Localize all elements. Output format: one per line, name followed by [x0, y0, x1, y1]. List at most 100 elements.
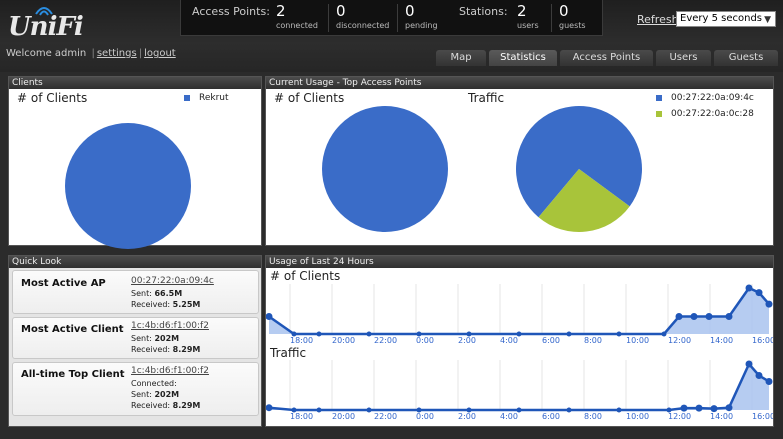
unifi-logo[interactable]: UniFi [8, 4, 84, 44]
received-label: Received: [131, 345, 171, 354]
alltime-top-client-card: All-time Top Client 1c:4b:d6:f1:00:f2 Co… [12, 362, 259, 416]
panel-title: Current Usage - Top Access Points [266, 77, 773, 89]
series-line [268, 361, 770, 412]
data-point[interactable] [291, 407, 297, 413]
legend-label: 00:27:22:0a:0c:28 [671, 109, 754, 119]
refresh-link[interactable]: Refresh [637, 13, 679, 26]
data-point[interactable] [705, 313, 713, 321]
received-value: 8.29M [172, 345, 201, 354]
clients-pie-chart [65, 123, 191, 249]
data-point[interactable] [466, 331, 472, 337]
traffic-24h-chart: 18:00 20:00 22:00 0:00 2:00 4:00 6:00 8:00 10:00… [266, 360, 773, 421]
x-tick-label: 0:00 [416, 336, 434, 345]
ap-disconnected-count: 0 [336, 2, 346, 20]
stations-guests-label: guests [559, 21, 586, 30]
data-point[interactable] [566, 407, 572, 413]
chart-label: # of Clients [274, 91, 345, 105]
data-point[interactable] [765, 300, 773, 308]
most-active-client-card: Most Active Client 1c:4b:d6:f1:00:f2 Sen… [12, 317, 259, 359]
data-point[interactable] [710, 405, 718, 413]
ap-pending-label: pending [405, 21, 438, 30]
ap-disconnected-label: disconnected [336, 21, 390, 30]
data-point[interactable] [516, 407, 522, 413]
data-point[interactable] [725, 313, 733, 321]
legend-swatch [656, 111, 662, 117]
data-point[interactable] [266, 404, 273, 412]
data-point[interactable] [695, 404, 703, 412]
x-tick-label: 12:00 [668, 336, 691, 345]
card-title: Most Active Client [21, 324, 124, 335]
x-tick-label: 14:00 [710, 412, 733, 421]
tab-guests[interactable]: Guests [714, 50, 778, 66]
data-point[interactable] [416, 407, 422, 413]
wifi-icon [35, 7, 53, 16]
legend-swatch [184, 95, 190, 101]
panel-title: Clients [9, 77, 261, 89]
settings-link[interactable]: settings [96, 48, 137, 59]
chart-label: Traffic [270, 346, 307, 360]
data-point[interactable] [366, 331, 372, 337]
clients-panel: Clients # of Clients Rekrut [8, 76, 262, 249]
chevron-down-icon: ▼ [764, 15, 771, 25]
data-point[interactable] [666, 407, 672, 413]
data-point[interactable] [566, 331, 572, 337]
x-tick-label: 16:00 [752, 336, 773, 345]
sent-label: Sent: [131, 390, 152, 399]
area-fill [269, 364, 769, 410]
x-tick-label: 6:00 [542, 336, 560, 345]
current-usage-panel: Current Usage - Top Access Points # of C… [265, 76, 774, 246]
data-point[interactable] [316, 407, 322, 413]
data-point[interactable] [755, 372, 763, 379]
received-line: Received: 5.25M [131, 300, 200, 309]
sent-label: Sent: [131, 334, 152, 343]
data-point[interactable] [680, 404, 688, 412]
data-point[interactable] [755, 289, 763, 297]
x-tick-label: 16:00 [752, 412, 773, 421]
data-point[interactable] [616, 331, 622, 337]
card-title: All-time Top Client [21, 369, 125, 380]
tab-statistics[interactable]: Statistics [489, 50, 557, 66]
data-point[interactable] [266, 313, 273, 321]
data-point[interactable] [661, 331, 667, 337]
x-tick-label: 6:00 [542, 412, 560, 421]
data-point[interactable] [291, 331, 297, 337]
welcome-text: Welcome admin [6, 48, 87, 59]
tab-map[interactable]: Map [436, 50, 486, 66]
quick-look-panel: Quick Look Most Active AP 00:27:22:0a:09… [8, 255, 262, 427]
data-point[interactable] [316, 331, 322, 337]
data-point[interactable] [466, 407, 472, 413]
stations-users-count: 2 [517, 2, 527, 20]
data-point[interactable] [725, 404, 733, 412]
x-tick-label: 8:00 [584, 336, 602, 345]
refresh-interval-select[interactable]: Every 5 seconds ▼ [676, 11, 776, 27]
client-mac-link[interactable]: 1c:4b:d6:f1:00:f2 [131, 366, 209, 376]
connected-label: Connected: [131, 379, 177, 388]
data-point[interactable] [516, 331, 522, 337]
area-fill [269, 288, 769, 334]
x-tick-label: 18:00 [290, 412, 313, 421]
data-point[interactable] [366, 407, 372, 413]
stats-summary: Access Points: 2 connected 0 disconnecte… [180, 0, 603, 36]
ap-connected-count: 2 [276, 2, 286, 20]
x-tick-label: 20:00 [332, 336, 355, 345]
data-point[interactable] [690, 313, 698, 321]
data-point[interactable] [675, 313, 683, 321]
data-point[interactable] [745, 284, 753, 292]
x-tick-label: 14:00 [710, 336, 733, 345]
data-point[interactable] [416, 331, 422, 337]
tab-users[interactable]: Users [656, 50, 711, 66]
x-tick-label: 20:00 [332, 412, 355, 421]
legend-swatch [656, 95, 662, 101]
data-point[interactable] [616, 407, 622, 413]
tab-access-points[interactable]: Access Points [560, 50, 653, 66]
data-point[interactable] [745, 360, 753, 368]
logout-link[interactable]: logout [144, 48, 176, 59]
separator: | [138, 48, 143, 59]
client-mac-link[interactable]: 1c:4b:d6:f1:00:f2 [131, 321, 209, 331]
x-tick-label: 22:00 [374, 336, 397, 345]
ap-mac-link[interactable]: 00:27:22:0a:09:4c [131, 276, 214, 286]
ap-clients-pie-chart [322, 106, 448, 232]
data-point[interactable] [765, 377, 773, 385]
divider [551, 4, 552, 32]
pie-slice-00-27-22-0a-0c-28 [538, 169, 630, 232]
